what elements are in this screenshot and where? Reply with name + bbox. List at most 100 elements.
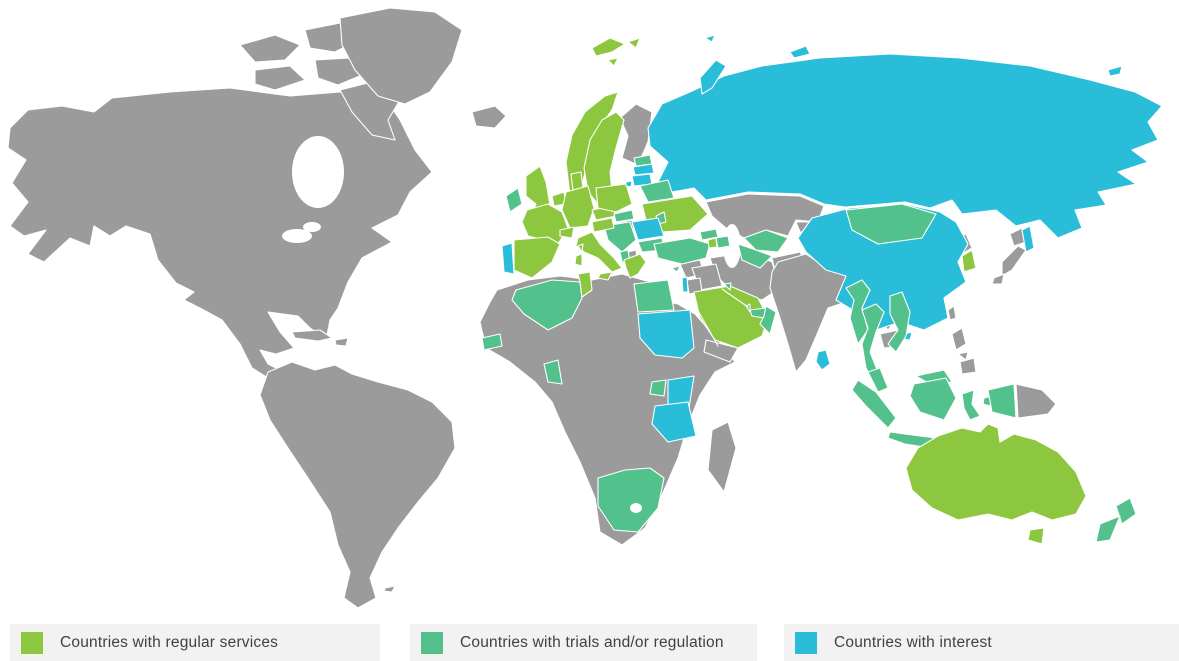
lesotho-hole xyxy=(630,503,642,513)
country-uganda xyxy=(649,379,667,397)
country-malaysia xyxy=(867,367,889,393)
country-tunisia xyxy=(577,271,593,298)
great-lakes-2 xyxy=(303,222,321,232)
country-norway-svalbard xyxy=(627,37,641,49)
country-hispaniola xyxy=(334,337,349,347)
country-russia-franz-josef xyxy=(704,34,716,43)
country-vietnam xyxy=(887,291,911,353)
country-iceland xyxy=(471,105,507,129)
country-romania xyxy=(631,217,665,241)
country-saudi-arabia xyxy=(693,285,769,349)
country-azerbaijan xyxy=(715,235,731,249)
country-slovakia xyxy=(613,209,635,223)
world-map xyxy=(7,7,1163,609)
legend-swatch-trials-icon xyxy=(421,631,443,654)
country-russia-novaya-zemlya xyxy=(699,59,727,95)
country-turkey xyxy=(653,237,711,265)
red-sea xyxy=(687,292,719,347)
country-south-america xyxy=(259,361,456,609)
world-map-svg xyxy=(7,7,1163,609)
country-western-balkans xyxy=(603,221,637,253)
country-russia xyxy=(647,53,1163,239)
country-greenland xyxy=(339,7,463,105)
country-sweden xyxy=(583,111,625,205)
country-ireland xyxy=(505,187,523,213)
country-latvia xyxy=(632,163,655,176)
country-indonesia-sulawesi xyxy=(961,389,981,421)
country-norway-svalbard xyxy=(607,57,619,67)
country-south-africa xyxy=(597,467,665,533)
country-egypt xyxy=(633,279,675,313)
hudson-bay xyxy=(292,136,344,208)
country-new-zealand-north xyxy=(1115,497,1137,525)
country-sri-lanka xyxy=(815,349,831,371)
arctic-island xyxy=(254,65,306,91)
caspian-sea xyxy=(723,224,741,268)
country-south-korea xyxy=(961,249,977,273)
country-tanzania xyxy=(651,401,697,443)
legend-item-regular-services: Countries with regular services xyxy=(10,624,380,661)
country-north-america xyxy=(7,87,433,403)
country-portugal xyxy=(501,242,515,275)
country-russia-severnaya-zemlya xyxy=(789,45,811,59)
country-sudan xyxy=(637,309,695,359)
landmass-colored xyxy=(481,34,1163,545)
country-philippines xyxy=(951,327,967,351)
persian-gulf xyxy=(721,288,749,308)
country-oman xyxy=(759,305,777,335)
country-switzerland xyxy=(559,226,575,239)
country-poland xyxy=(595,183,633,213)
country-russia-sakhalin xyxy=(1021,225,1035,253)
country-senegal xyxy=(481,333,503,351)
country-russia-kaliningrad xyxy=(625,180,633,188)
country-italy-corsica xyxy=(577,243,584,253)
country-japan xyxy=(1001,245,1027,277)
country-yemen xyxy=(703,339,739,363)
country-japan xyxy=(991,273,1005,285)
arctic-island xyxy=(314,57,363,86)
country-new-zealand-south xyxy=(1095,515,1121,543)
country-italy-sicily xyxy=(597,271,613,281)
country-spain xyxy=(513,236,561,279)
legend-label-interest: Countries with interest xyxy=(834,633,992,651)
country-russia-wrangel xyxy=(1107,65,1123,77)
country-algeria xyxy=(511,279,583,331)
legend-label-trials: Countries with trials and/or regulation xyxy=(460,633,724,651)
country-ghana xyxy=(543,359,563,385)
arctic-island xyxy=(239,34,301,63)
country-taiwan xyxy=(947,305,957,321)
country-china xyxy=(797,203,969,331)
country-philippines xyxy=(957,351,969,361)
country-madagascar xyxy=(707,421,737,493)
falkland-islands xyxy=(383,585,396,593)
legend-label-regular: Countries with regular services xyxy=(60,633,279,651)
country-norway-svalbard xyxy=(591,37,626,57)
country-germany xyxy=(561,185,595,229)
country-turkmenistan xyxy=(737,243,773,269)
great-lakes xyxy=(282,229,312,243)
country-finland xyxy=(619,103,653,166)
country-philippines xyxy=(959,357,977,375)
country-greece xyxy=(623,253,647,279)
country-papua-new-guinea xyxy=(1015,383,1057,419)
country-uzbekistan xyxy=(743,229,789,253)
country-australia-tasmania xyxy=(1027,527,1045,545)
country-israel xyxy=(681,276,689,293)
legend-item-trials-regulation: Countries with trials and/or regulation xyxy=(410,624,757,661)
country-cuba xyxy=(291,329,333,342)
country-cyprus xyxy=(671,265,681,273)
country-indonesia-sumatra xyxy=(851,379,897,429)
country-georgia xyxy=(699,228,719,241)
country-italy-sardinia xyxy=(574,253,583,267)
country-mongolia xyxy=(845,203,937,245)
legend-item-interest: Countries with interest xyxy=(784,624,1179,661)
legend-swatch-interest-icon xyxy=(795,631,817,654)
legend-swatch-regular-icon xyxy=(21,631,43,654)
country-austria xyxy=(591,217,615,233)
country-belarus xyxy=(639,179,675,203)
country-kuwait xyxy=(723,282,732,291)
country-indonesia-kalimantan xyxy=(909,377,957,421)
country-indonesia-papua xyxy=(987,383,1017,419)
country-armenia xyxy=(707,237,718,249)
